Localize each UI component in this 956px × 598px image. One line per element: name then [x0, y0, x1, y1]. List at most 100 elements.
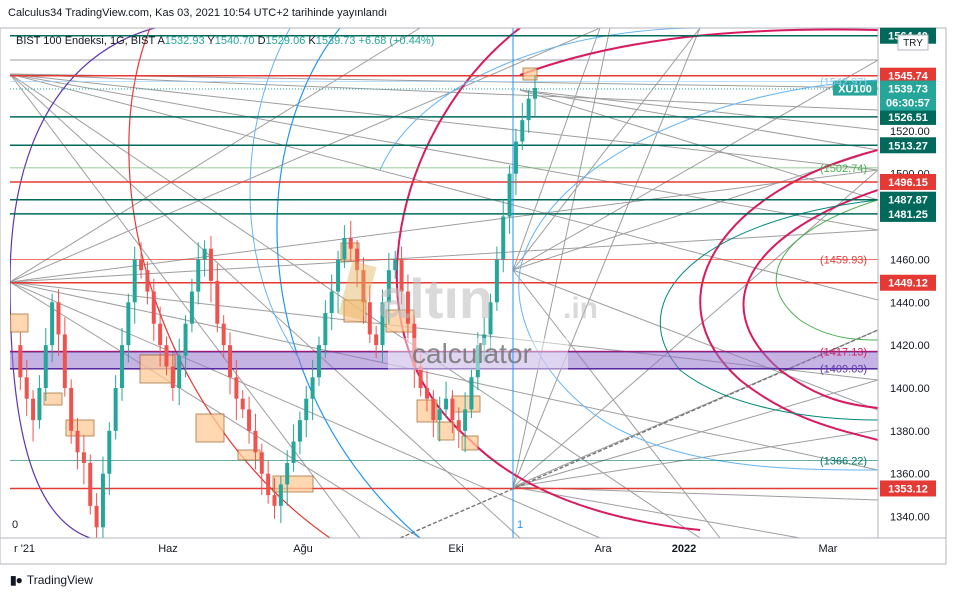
candle-body	[145, 270, 150, 292]
price-tick-label: 1520.00	[890, 126, 930, 138]
candle-body	[202, 248, 207, 260]
candle-body	[297, 420, 302, 442]
last-price-value: 1539.73	[888, 84, 928, 96]
time-tick-label: 2022	[672, 543, 696, 555]
level-tag-bg	[880, 67, 936, 84]
candle-body	[50, 302, 55, 346]
level-tag-bg	[880, 274, 936, 291]
candle-body	[348, 238, 353, 249]
fan-line	[10, 73, 878, 301]
fan-line	[512, 269, 721, 538]
highlight-box	[272, 475, 314, 493]
candle-body	[412, 323, 417, 367]
fan-line	[10, 28, 421, 283]
price-tick-label: 1340.00	[890, 512, 930, 524]
watermark-brand: altın	[378, 267, 493, 330]
highlight-box	[343, 299, 367, 323]
candle-body	[107, 430, 112, 474]
candle-body	[234, 377, 239, 399]
candle-body	[37, 388, 42, 421]
fib-arc	[699, 149, 878, 441]
symbol-legend: BIST 100 Endeksi, 1G, BIST A1532.93 Y154…	[16, 35, 435, 47]
candle-body	[259, 452, 264, 474]
fan-line	[512, 28, 601, 271]
candle-body	[469, 377, 474, 410]
candle-body	[424, 388, 429, 399]
candle-body	[386, 270, 391, 303]
candle-body	[291, 441, 296, 463]
level-tag-bg	[880, 108, 936, 125]
candle-body	[316, 345, 321, 378]
highlight-box	[10, 313, 29, 333]
candle-body	[475, 345, 480, 378]
price-tick-label: 1440.00	[890, 297, 930, 309]
candle-body	[513, 141, 518, 174]
candle-body	[355, 248, 360, 271]
candle-body	[177, 355, 182, 388]
candle-body	[43, 345, 48, 388]
footer[interactable]: ▮● TradingView	[10, 573, 93, 587]
fan-line	[512, 486, 801, 538]
candle-body	[158, 323, 163, 346]
highlight-box	[522, 67, 538, 81]
candle-body	[56, 302, 61, 335]
symbol-tag-bg	[833, 80, 877, 96]
fan-line	[512, 59, 878, 271]
candle-body	[215, 280, 220, 324]
level-tag-bg	[880, 173, 936, 190]
level-tag-text: 1545.74	[888, 71, 929, 83]
candle-body	[336, 259, 341, 292]
highlight-box	[461, 435, 479, 451]
candle-body	[380, 302, 385, 346]
fib-arc	[659, 199, 878, 421]
candle-body	[507, 173, 512, 217]
candle-body	[285, 463, 290, 485]
candle-body	[31, 398, 36, 421]
candle-body	[164, 345, 169, 367]
fan-line	[10, 73, 878, 171]
fan-line	[519, 89, 878, 151]
candle-body	[393, 259, 398, 271]
candle-body	[526, 98, 531, 121]
level-tag-text: 1487.87	[888, 195, 928, 207]
candle-body	[221, 323, 226, 346]
candle-body	[113, 388, 118, 431]
tradingview-logo-icon: ▮●	[10, 573, 23, 587]
fan-line	[512, 269, 878, 411]
fib-arc	[379, 28, 701, 171]
candle-body	[253, 430, 258, 453]
candle-body	[139, 259, 144, 271]
fib-arc	[775, 199, 878, 341]
candle-body	[329, 291, 334, 313]
candle-body	[189, 291, 194, 324]
candle-body	[272, 495, 277, 506]
candles	[18, 75, 537, 538]
candle-body	[304, 398, 309, 421]
candle-body	[444, 398, 449, 410]
fib-label: (1542.97)	[820, 77, 867, 89]
level-tag-bg	[880, 191, 936, 208]
time-tick-label: Eki	[448, 543, 463, 555]
watermark-suffix: .in	[563, 292, 598, 325]
candle-body	[100, 473, 105, 528]
time-tick-label: Ağu	[293, 543, 313, 555]
time-tick-label: Mar	[819, 543, 838, 555]
highlight-box	[139, 354, 176, 384]
candle-body	[94, 505, 99, 528]
fib-label: (1417.13)	[820, 346, 867, 358]
level-tag-text: 1513.27	[888, 140, 928, 152]
close-value: 1539.73	[315, 35, 356, 47]
fib-label: (1459.93)	[820, 255, 867, 267]
level-tag-text: 1496.15	[888, 177, 928, 189]
time-axis[interactable]: r '21 Haz Ağu Eki Ara 2022 Mar	[14, 543, 838, 555]
plot-area[interactable]: altın .in calculator	[10, 22, 878, 545]
price-tick-label: 1420.00	[890, 340, 930, 352]
watermark: altın .in calculator	[338, 260, 598, 370]
currency-badge: TRY	[903, 38, 923, 49]
candle-body	[533, 88, 537, 99]
candle-body	[310, 377, 315, 399]
fib-arc	[10, 28, 260, 283]
candle-body	[456, 420, 461, 431]
fib-label: (1502.74)	[820, 163, 867, 175]
